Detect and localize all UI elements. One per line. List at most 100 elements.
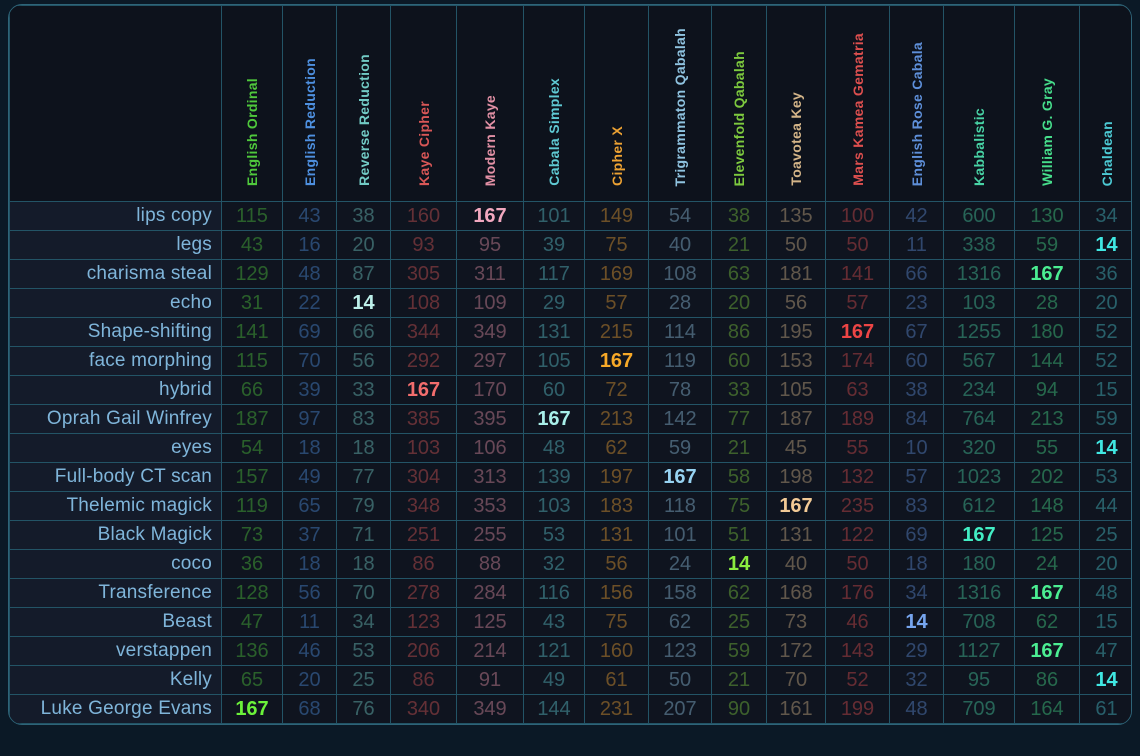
- cipher-column-header[interactable]: Cabala Simplex: [523, 5, 585, 202]
- word-cell[interactable]: Full-body CT scan: [9, 462, 222, 492]
- word-cell[interactable]: Luke George Evans: [9, 694, 222, 724]
- value-cell[interactable]: 144: [1014, 346, 1080, 376]
- value-cell[interactable]: 52: [1079, 346, 1131, 376]
- value-cell[interactable]: 353: [456, 491, 524, 521]
- cipher-column-header[interactable]: Cipher X: [584, 5, 649, 202]
- value-cell[interactable]: 57: [825, 288, 890, 318]
- value-cell[interactable]: 174: [825, 346, 890, 376]
- value-cell[interactable]: 195: [766, 317, 826, 347]
- value-cell[interactable]: 31: [221, 288, 283, 318]
- value-cell[interactable]: 160: [584, 636, 649, 666]
- value-cell[interactable]: 59: [1079, 404, 1131, 434]
- value-cell[interactable]: 132: [825, 462, 890, 492]
- value-cell[interactable]: 86: [390, 549, 457, 579]
- value-cell[interactable]: 61: [1079, 694, 1131, 724]
- value-cell[interactable]: 53: [1079, 462, 1131, 492]
- value-cell[interactable]: 34: [889, 578, 944, 608]
- value-cell[interactable]: 39: [523, 230, 585, 260]
- value-cell[interactable]: 29: [889, 636, 944, 666]
- value-cell[interactable]: 129: [221, 259, 283, 289]
- value-cell[interactable]: 57: [584, 288, 649, 318]
- value-cell[interactable]: 38: [336, 201, 391, 231]
- value-cell[interactable]: 59: [648, 433, 712, 463]
- value-cell[interactable]: 167: [523, 404, 585, 434]
- value-cell[interactable]: 22: [282, 288, 337, 318]
- value-cell[interactable]: 161: [766, 694, 826, 724]
- value-cell[interactable]: 20: [282, 665, 337, 695]
- value-cell[interactable]: 108: [648, 259, 712, 289]
- value-cell[interactable]: 28: [648, 288, 712, 318]
- cipher-column-header[interactable]: Toavotea Key: [766, 5, 826, 202]
- value-cell[interactable]: 20: [1079, 288, 1131, 318]
- cipher-column-header[interactable]: English Reduction: [282, 5, 337, 202]
- value-cell[interactable]: 59: [1014, 230, 1080, 260]
- value-cell[interactable]: 97: [282, 404, 337, 434]
- value-cell[interactable]: 131: [584, 520, 649, 550]
- value-cell[interactable]: 11: [282, 607, 337, 637]
- value-cell[interactable]: 60: [523, 375, 585, 405]
- value-cell[interactable]: 709: [943, 694, 1015, 724]
- value-cell[interactable]: 123: [390, 607, 457, 637]
- word-cell[interactable]: Oprah Gail Winfrey: [9, 404, 222, 434]
- word-cell[interactable]: legs: [9, 230, 222, 260]
- value-cell[interactable]: 255: [456, 520, 524, 550]
- value-cell[interactable]: 215: [584, 317, 649, 347]
- value-cell[interactable]: 77: [711, 404, 767, 434]
- value-cell[interactable]: 56: [766, 288, 826, 318]
- value-cell[interactable]: 180: [943, 549, 1015, 579]
- value-cell[interactable]: 395: [456, 404, 524, 434]
- value-cell[interactable]: 21: [711, 433, 767, 463]
- value-cell[interactable]: 292: [390, 346, 457, 376]
- value-cell[interactable]: 141: [825, 259, 890, 289]
- value-cell[interactable]: 340: [390, 694, 457, 724]
- value-cell[interactable]: 47: [221, 607, 283, 637]
- value-cell[interactable]: 313: [456, 462, 524, 492]
- value-cell[interactable]: 167: [648, 462, 712, 492]
- value-cell[interactable]: 764: [943, 404, 1015, 434]
- value-cell[interactable]: 167: [825, 317, 890, 347]
- value-cell[interactable]: 14: [1079, 433, 1131, 463]
- value-cell[interactable]: 62: [648, 607, 712, 637]
- value-cell[interactable]: 202: [1014, 462, 1080, 492]
- value-cell[interactable]: 42: [889, 201, 944, 231]
- word-cell[interactable]: charisma steal: [9, 259, 222, 289]
- cipher-column-header[interactable]: William G. Gray: [1014, 5, 1080, 202]
- value-cell[interactable]: 93: [390, 230, 457, 260]
- value-cell[interactable]: 53: [336, 636, 391, 666]
- value-cell[interactable]: 197: [584, 462, 649, 492]
- value-cell[interactable]: 251: [390, 520, 457, 550]
- value-cell[interactable]: 167: [1014, 636, 1080, 666]
- value-cell[interactable]: 1316: [943, 578, 1015, 608]
- value-cell[interactable]: 149: [584, 201, 649, 231]
- value-cell[interactable]: 18: [889, 549, 944, 579]
- value-cell[interactable]: 48: [889, 694, 944, 724]
- value-cell[interactable]: 130: [1014, 201, 1080, 231]
- value-cell[interactable]: 86: [1014, 665, 1080, 695]
- value-cell[interactable]: 180: [1014, 317, 1080, 347]
- value-cell[interactable]: 40: [766, 549, 826, 579]
- value-cell[interactable]: 47: [1079, 636, 1131, 666]
- value-cell[interactable]: 14: [1079, 665, 1131, 695]
- value-cell[interactable]: 54: [221, 433, 283, 463]
- value-cell[interactable]: 1316: [943, 259, 1015, 289]
- value-cell[interactable]: 87: [336, 259, 391, 289]
- value-cell[interactable]: 117: [523, 259, 585, 289]
- value-cell[interactable]: 304: [390, 462, 457, 492]
- value-cell[interactable]: 118: [648, 491, 712, 521]
- value-cell[interactable]: 105: [766, 375, 826, 405]
- value-cell[interactable]: 23: [889, 288, 944, 318]
- value-cell[interactable]: 52: [1079, 317, 1131, 347]
- value-cell[interactable]: 125: [1014, 520, 1080, 550]
- value-cell[interactable]: 198: [766, 462, 826, 492]
- value-cell[interactable]: 56: [584, 549, 649, 579]
- value-cell[interactable]: 349: [456, 694, 524, 724]
- value-cell[interactable]: 167: [766, 491, 826, 521]
- value-cell[interactable]: 167: [390, 375, 457, 405]
- value-cell[interactable]: 50: [648, 665, 712, 695]
- value-cell[interactable]: 1127: [943, 636, 1015, 666]
- word-cell[interactable]: Beast: [9, 607, 222, 637]
- value-cell[interactable]: 157: [221, 462, 283, 492]
- value-cell[interactable]: 207: [648, 694, 712, 724]
- value-cell[interactable]: 101: [648, 520, 712, 550]
- value-cell[interactable]: 68: [282, 694, 337, 724]
